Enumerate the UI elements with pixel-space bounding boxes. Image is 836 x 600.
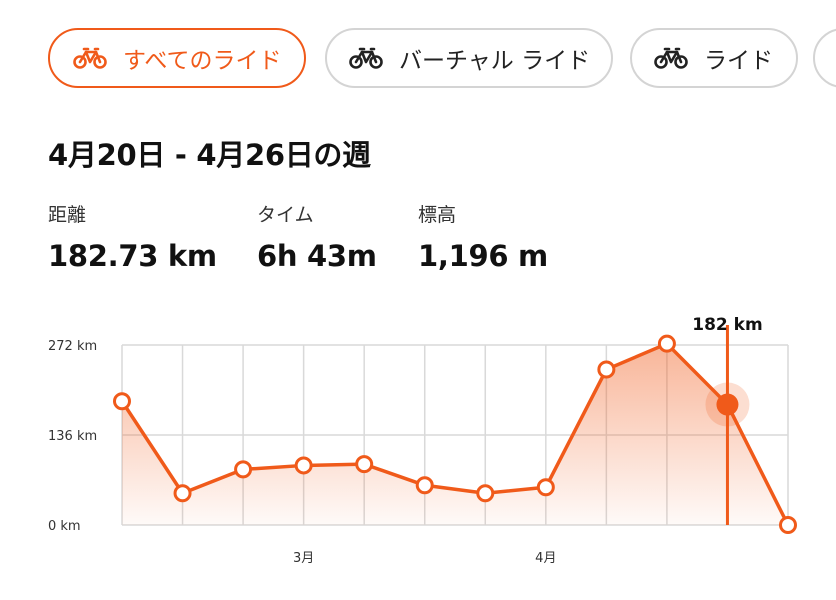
data-point[interactable] bbox=[294, 456, 313, 475]
x-tick-label: 3月 bbox=[293, 551, 314, 566]
filter-all-rides[interactable]: すべてのライド bbox=[48, 28, 306, 88]
data-point[interactable] bbox=[597, 360, 616, 379]
y-tick-label: 0 km bbox=[48, 519, 81, 534]
data-point[interactable] bbox=[234, 460, 253, 479]
y-tick-label: 136 km bbox=[48, 429, 97, 444]
y-tick-label: 272 km bbox=[48, 339, 97, 354]
bicycle-icon bbox=[73, 47, 107, 69]
data-point[interactable] bbox=[657, 334, 676, 353]
filter-more-partial[interactable] bbox=[813, 28, 836, 88]
weekly-distance-chart[interactable]: 272 km 136 km 0 km 3月 4月 182 km bbox=[0, 300, 836, 600]
selected-value-label: 182 km bbox=[692, 315, 762, 335]
filter-virtual-rides-label: バーチャル ライド bbox=[399, 48, 591, 74]
data-point[interactable] bbox=[113, 392, 131, 411]
stat-distance-label: 距離 bbox=[48, 204, 87, 226]
stat-elevation-label: 標高 bbox=[418, 204, 457, 226]
stat-distance-value: 182.73 km bbox=[48, 239, 217, 273]
data-point[interactable] bbox=[536, 478, 555, 497]
stat-time-value: 6h 43m bbox=[257, 239, 377, 273]
bicycle-icon bbox=[654, 47, 688, 69]
stat-time: タイム 6h 43m bbox=[257, 200, 377, 273]
stat-elevation: 標高 1,196 m bbox=[418, 200, 548, 273]
data-point[interactable] bbox=[173, 484, 192, 503]
filter-virtual-rides[interactable]: バーチャル ライド bbox=[325, 28, 613, 88]
sport-filter-bar: すべてのライド バーチャル ライド bbox=[0, 28, 836, 92]
week-range-title: 4月20日 - 4月26日の週 bbox=[48, 138, 371, 172]
stat-time-label: タイム bbox=[257, 204, 314, 226]
data-point[interactable] bbox=[415, 476, 434, 495]
filter-rides-label: ライド bbox=[704, 48, 773, 74]
series-area-fill bbox=[122, 343, 788, 525]
filter-rides[interactable]: ライド bbox=[630, 28, 798, 88]
selected-data-point[interactable] bbox=[716, 393, 739, 416]
stat-elevation-value: 1,196 m bbox=[418, 239, 548, 273]
data-point[interactable] bbox=[779, 516, 797, 534]
filter-all-rides-label: すべてのライド bbox=[123, 48, 282, 74]
bicycle-icon bbox=[349, 47, 383, 69]
series-line bbox=[120, 341, 790, 527]
data-point[interactable] bbox=[476, 484, 495, 503]
x-tick-label: 4月 bbox=[535, 551, 556, 566]
data-point[interactable] bbox=[355, 455, 374, 474]
stat-distance: 距離 182.73 km bbox=[48, 200, 217, 273]
